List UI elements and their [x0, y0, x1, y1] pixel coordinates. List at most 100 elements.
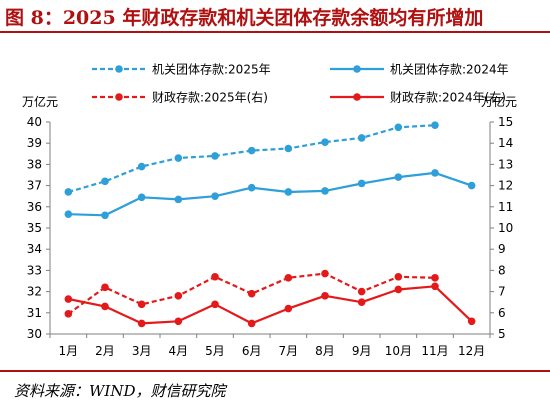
- x-tick-label: 3月: [132, 344, 152, 358]
- data-point: [247, 146, 256, 155]
- data-point: [64, 295, 73, 303]
- legend-label: 机关团体存款:2024年: [390, 63, 509, 77]
- x-tick-label: 11月: [421, 344, 448, 358]
- data-point: [284, 274, 293, 282]
- left-tick-label: 35: [27, 221, 42, 235]
- left-tick-label: 38: [27, 157, 42, 171]
- left-axis-label: 万亿元: [22, 94, 58, 109]
- right-tick-label: 5: [498, 327, 506, 341]
- data-point: [431, 169, 439, 177]
- data-point: [284, 304, 293, 313]
- x-tick-label: 10月: [385, 344, 412, 358]
- series-1: [64, 121, 439, 196]
- data-point: [64, 210, 73, 219]
- data-point: [247, 183, 256, 192]
- right-tick-label: 6: [498, 306, 506, 320]
- data-point: [64, 310, 73, 318]
- figure-title: 图 8：2025 年财政存款和机关团体存款余额均有所增加: [5, 7, 484, 29]
- data-point: [357, 134, 366, 142]
- x-tick-label: 4月: [169, 344, 189, 358]
- legend-swatch-marker: [115, 65, 123, 73]
- data-point: [467, 317, 476, 326]
- data-point: [174, 317, 183, 326]
- axes: 30 31 32 33 34 35 36 37 38 39 40 5 6 7 8 9 10 11 12 13 14 15 1…: [27, 115, 514, 358]
- right-tick-label: 8: [498, 263, 506, 277]
- left-tick-label: 37: [27, 179, 42, 193]
- data-point: [101, 211, 109, 220]
- data-point: [64, 188, 73, 196]
- data-point: [321, 269, 329, 278]
- data-point: [431, 121, 439, 129]
- series-line: [67, 124, 436, 194]
- data-point: [284, 188, 293, 196]
- data-point: [211, 192, 219, 200]
- data-point: [431, 274, 439, 282]
- bottom-divider: [0, 370, 550, 372]
- data-point: [174, 154, 183, 162]
- legend-item: 机关团体存款:2024年: [330, 63, 509, 77]
- left-tick-label: 39: [27, 136, 42, 150]
- legend-item: 机关团体存款:2025年: [92, 63, 271, 77]
- x-tick-label: 2月: [95, 344, 115, 358]
- right-tick-label: 10: [498, 221, 513, 235]
- legend-item: 财政存款:2025年(右): [92, 90, 268, 105]
- series-line: [68, 285, 473, 325]
- left-tick-label: 34: [27, 242, 42, 256]
- data-point: [321, 292, 329, 300]
- right-tick-label: 14: [498, 136, 513, 150]
- source-note: 资料来源：WIND，财信研究院: [14, 382, 226, 400]
- left-tick-label: 32: [27, 285, 42, 299]
- data-point: [137, 319, 146, 328]
- data-point: [357, 287, 366, 296]
- data-point: [394, 285, 403, 294]
- right-tick-label: 9: [498, 242, 506, 256]
- data-point: [101, 283, 109, 292]
- data-point: [357, 298, 366, 307]
- legend-label: 机关团体存款:2025年: [152, 63, 271, 77]
- right-tick-label: 15: [498, 115, 513, 129]
- right-tick-label: 7: [498, 285, 506, 299]
- data-point: [211, 272, 219, 281]
- x-tick-label: 5月: [205, 344, 225, 358]
- legend-swatch-marker: [353, 65, 361, 73]
- data-point: [321, 187, 329, 195]
- legend-swatch-marker: [115, 93, 123, 101]
- data-point: [101, 177, 109, 186]
- series-3: [64, 269, 439, 318]
- data-point: [174, 292, 183, 300]
- data-point: [247, 319, 256, 328]
- data-point: [321, 138, 329, 146]
- data-point: [394, 173, 403, 181]
- x-tick-label: 1月: [59, 344, 79, 358]
- right-axis-label: 万亿元: [481, 94, 517, 109]
- left-tick-label: 40: [27, 115, 42, 129]
- series-4: [64, 282, 476, 328]
- x-tick-label: 8月: [315, 344, 335, 358]
- right-tick-label: 11: [498, 200, 513, 214]
- data-point: [284, 144, 293, 153]
- data-point: [431, 282, 439, 291]
- data-point: [211, 300, 219, 309]
- data-point: [137, 193, 146, 202]
- data-point: [211, 152, 219, 160]
- data-point: [394, 123, 403, 132]
- x-tick-label: 6月: [242, 344, 262, 358]
- legend-item: 财政存款:2024年(右): [330, 90, 506, 105]
- left-tick-label: 31: [27, 306, 42, 320]
- x-tick-label: 7月: [279, 344, 299, 358]
- series-line: [68, 171, 473, 217]
- left-tick-label: 36: [27, 200, 42, 214]
- right-tick-label: 13: [498, 157, 513, 171]
- x-tick-label: 12月: [458, 344, 485, 358]
- series-layer: [64, 121, 476, 328]
- left-tick-label: 30: [27, 327, 42, 341]
- left-tick-label: 33: [27, 263, 42, 277]
- legend-label: 财政存款:2024年(右): [390, 90, 506, 105]
- data-point: [357, 179, 366, 188]
- series-2: [64, 169, 476, 220]
- legend-swatch-marker: [353, 93, 361, 101]
- data-point: [137, 162, 146, 171]
